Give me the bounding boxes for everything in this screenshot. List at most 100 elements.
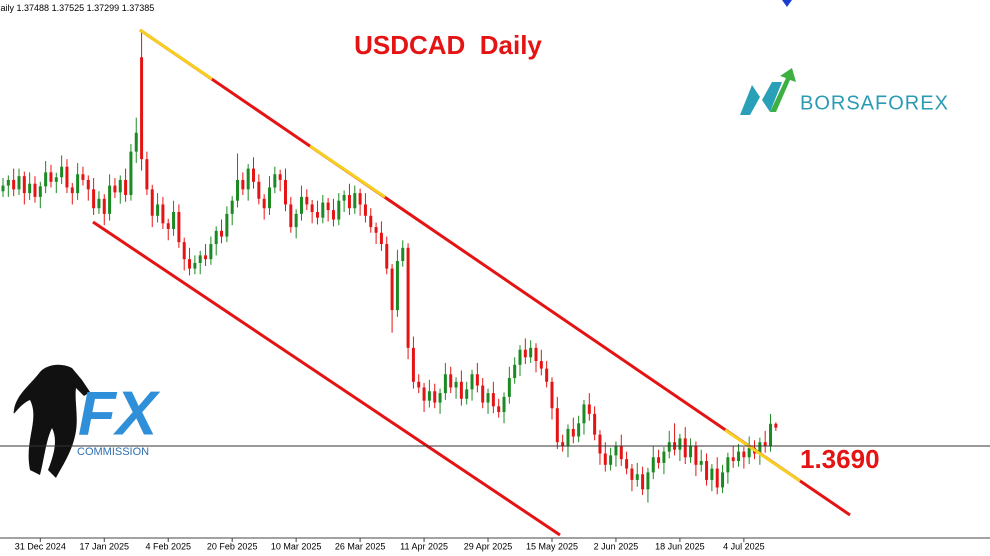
x-tick-label: 26 Mar 2025 <box>335 541 386 551</box>
candle-body <box>145 159 149 190</box>
header-high: 1.37525 <box>52 3 85 13</box>
candle-body <box>17 176 21 190</box>
candle-body <box>166 223 170 229</box>
candle-body <box>529 347 533 358</box>
candle-body <box>577 423 581 437</box>
candle-body <box>118 179 122 193</box>
candle-body <box>289 204 293 228</box>
candle-body <box>353 193 357 209</box>
candle-body <box>689 445 693 458</box>
candle-body <box>385 244 389 269</box>
channel-highlight <box>139 28 213 81</box>
x-axis-labels: 31 Dec 2024 17 Jan 2025 4 Feb 2025 20 Feb 2… <box>15 538 765 551</box>
candle-body <box>86 179 90 190</box>
candle-body <box>113 185 117 193</box>
fx-commission-logo: FX COMMISSION <box>13 364 161 478</box>
candle-body <box>38 186 42 197</box>
candle-body <box>22 176 26 194</box>
header-close: 1.37385 <box>122 3 155 13</box>
candle-body <box>204 255 208 260</box>
x-tick-label: 4 Jul 2025 <box>723 541 765 551</box>
fx-text: FX <box>78 379 161 448</box>
candles <box>1 29 778 503</box>
x-tick-label: 10 Mar 2025 <box>271 541 322 551</box>
candle-body <box>129 151 133 196</box>
candle-body <box>443 374 447 394</box>
candle-body <box>182 242 186 260</box>
channel-highlight <box>309 144 386 199</box>
level-label: 1.3690 <box>800 444 880 474</box>
candle-body <box>774 423 778 428</box>
candle-body <box>769 423 773 446</box>
x-tick-label: 18 Jun 2025 <box>655 541 705 551</box>
candle-body <box>236 179 240 201</box>
candle-body <box>667 442 671 452</box>
period-marker <box>782 0 792 7</box>
candle-body <box>342 195 346 201</box>
candle-body <box>555 408 559 443</box>
logo-icon <box>740 82 782 115</box>
x-tick-label: 29 Apr 2025 <box>464 541 513 551</box>
candle-body <box>550 381 554 409</box>
candle-body <box>81 174 85 180</box>
candle-body <box>662 451 666 463</box>
candle-body <box>177 211 181 243</box>
candle-body <box>422 387 426 401</box>
x-tick-label: 2 Jun 2025 <box>594 541 639 551</box>
candle-body <box>134 132 138 152</box>
candle-body <box>657 457 661 463</box>
candle-body <box>433 391 437 403</box>
candle-body <box>715 468 719 488</box>
candle-body <box>294 213 298 228</box>
candle-body <box>561 442 565 446</box>
candle-body <box>534 347 538 362</box>
candle-body <box>699 461 703 465</box>
candle-body <box>198 255 202 263</box>
candle-body <box>507 378 511 397</box>
candle-body <box>60 166 64 178</box>
candle-body <box>619 445 623 460</box>
candle-body <box>678 438 682 450</box>
commission-text: COMMISSION <box>77 446 149 458</box>
candle-body <box>411 347 415 382</box>
candle-body <box>747 447 751 458</box>
candle-body <box>44 172 48 187</box>
x-tick-label: 17 Jan 2025 <box>79 541 129 551</box>
candle-body <box>337 200 341 220</box>
candle-body <box>566 428 570 446</box>
channel-lower <box>92 220 561 537</box>
candle-body <box>609 455 613 465</box>
candle-body <box>614 445 618 456</box>
candle-body <box>97 198 101 209</box>
header-timeframe: Daily <box>0 3 15 13</box>
candle-body <box>571 428 575 437</box>
x-tick-label: 4 Feb 2025 <box>145 541 191 551</box>
candle-body <box>363 204 367 216</box>
candle-body <box>710 468 714 480</box>
candle-body <box>379 232 383 245</box>
candle-body <box>331 210 335 220</box>
candle-body <box>593 413 597 435</box>
candle-body <box>454 381 458 388</box>
candle-body <box>502 396 506 412</box>
candle-body <box>491 393 495 407</box>
candle-body <box>726 457 730 473</box>
candle-body <box>758 442 762 454</box>
candle-body <box>54 177 58 182</box>
candle-body <box>358 193 362 205</box>
candle-body <box>315 211 319 218</box>
candle-body <box>278 174 282 180</box>
candle-body <box>108 185 112 214</box>
candle-body <box>299 196 303 214</box>
candle-body <box>347 195 351 209</box>
candle-body <box>598 434 602 454</box>
borsaforex-logo: BORSAFOREX <box>740 68 948 115</box>
candle-body <box>625 459 629 469</box>
candle-body <box>705 461 709 480</box>
x-tick-label: 31 Dec 2024 <box>15 541 66 551</box>
header-open: 1.37488 <box>17 3 50 13</box>
candle-body <box>49 172 53 182</box>
candle-body <box>70 187 74 194</box>
candle-body <box>188 259 192 269</box>
candle-body <box>214 230 218 245</box>
